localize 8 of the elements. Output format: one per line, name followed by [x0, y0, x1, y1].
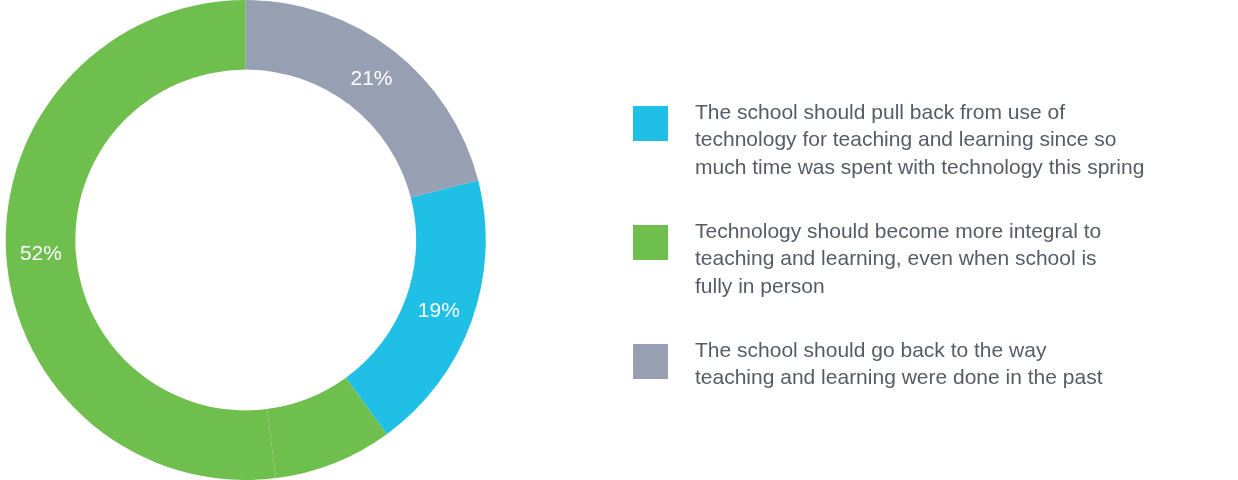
donut-slice — [245, 0, 479, 198]
data-label: 19% — [417, 298, 460, 322]
donut-slice — [345, 180, 486, 435]
legend-label: The school should pull back from use of technology for teaching and learning since so much time was spent with technology this spring — [695, 100, 1145, 178]
data-label: 21% — [350, 66, 393, 90]
data-label: 52% — [19, 241, 62, 265]
legend-label: The school should go back to the way teaching and learning were done in the past — [695, 338, 1103, 389]
legend-label: Technology should become more integral to teaching and learning, even when school is fully in person — [695, 219, 1102, 297]
